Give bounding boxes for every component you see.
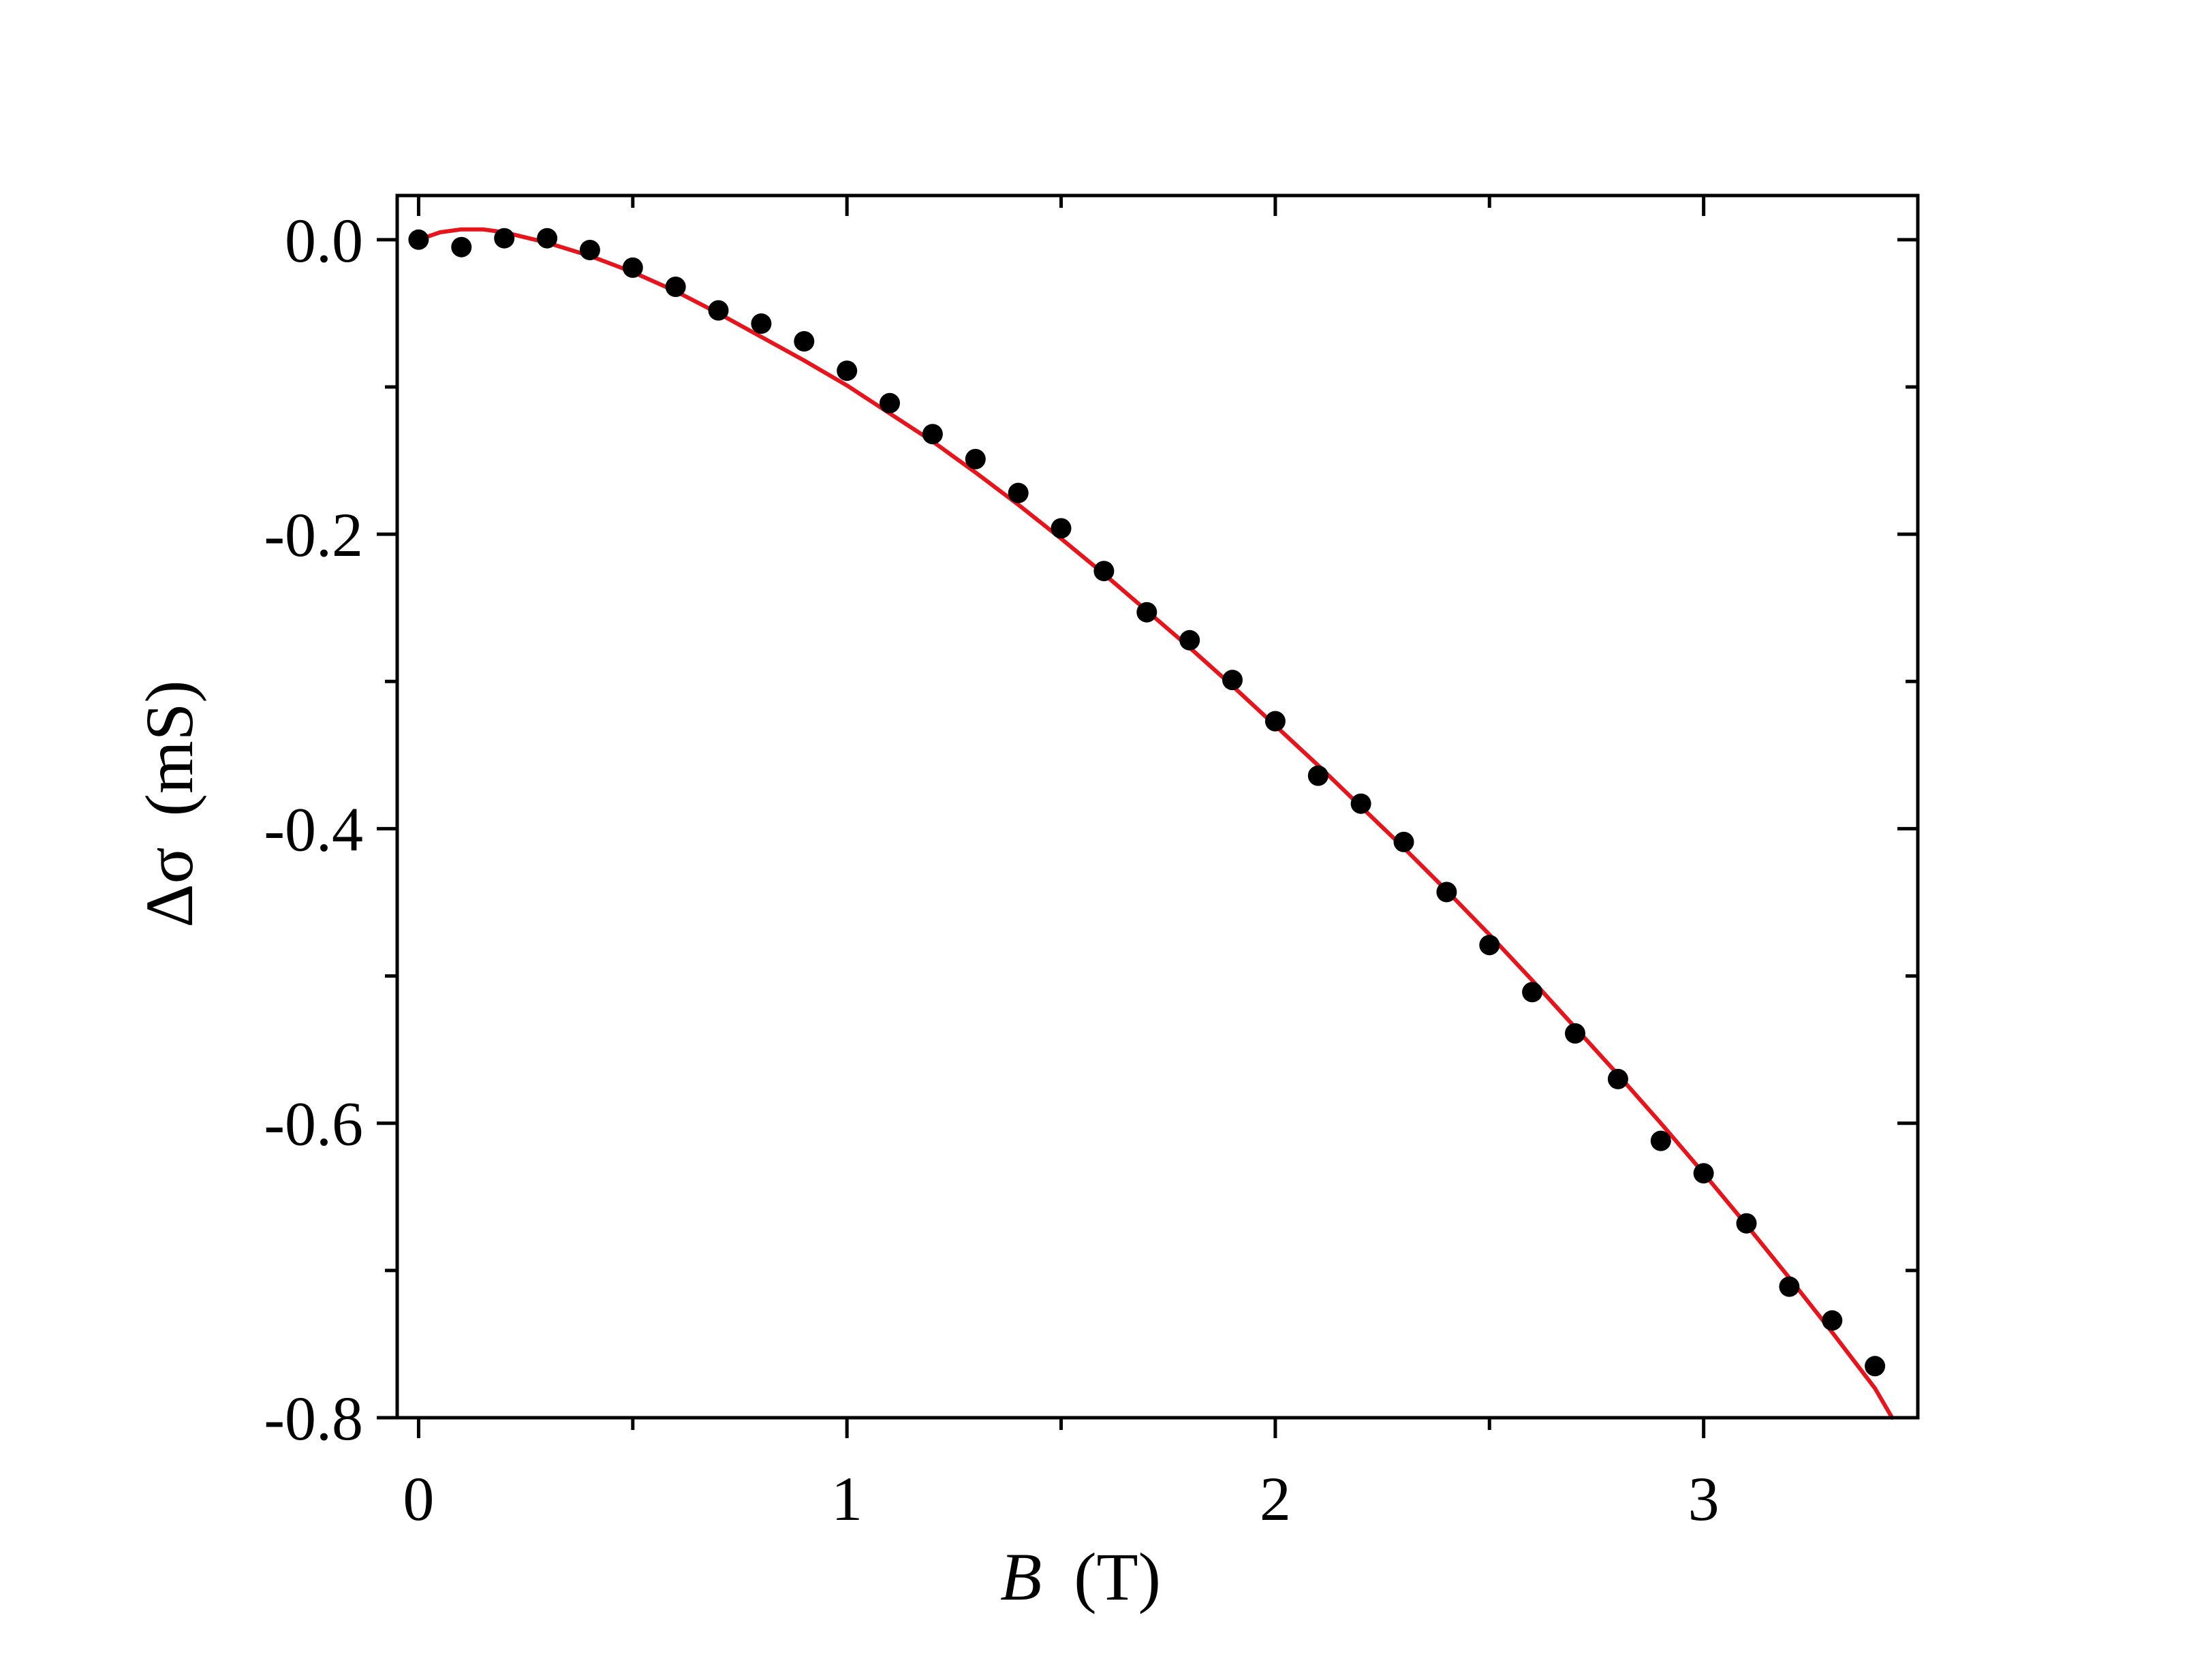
data-point xyxy=(751,313,772,334)
x-tick-label: 2 xyxy=(1260,1464,1291,1534)
data-point xyxy=(451,236,472,258)
data-point xyxy=(1264,711,1286,732)
data-point xyxy=(1779,1276,1800,1297)
y-tick-label: 0.0 xyxy=(285,206,363,275)
data-points-layer xyxy=(408,228,1886,1377)
data-point xyxy=(922,424,943,445)
data-point xyxy=(1479,935,1500,956)
data-point xyxy=(1179,629,1200,651)
x-tick-label: 3 xyxy=(1688,1464,1720,1534)
data-point xyxy=(1136,602,1157,623)
data-point xyxy=(1607,1068,1628,1089)
x-axis-unit: (T) xyxy=(1074,1539,1161,1615)
data-point xyxy=(579,240,600,260)
data-point xyxy=(1693,1163,1714,1184)
data-point xyxy=(665,277,686,297)
data-point xyxy=(1565,1023,1585,1044)
data-point xyxy=(1307,765,1328,786)
y-tick-label: -0.8 xyxy=(264,1384,363,1453)
y-axis-symbol: Δσ xyxy=(131,847,207,927)
data-point xyxy=(1051,518,1072,539)
data-point xyxy=(1008,482,1029,503)
data-point xyxy=(1650,1130,1671,1151)
axes-layer xyxy=(377,193,1920,1438)
data-point xyxy=(794,331,815,352)
plot-frame xyxy=(395,193,1920,1420)
x-tick-label: 1 xyxy=(831,1464,863,1534)
data-point xyxy=(1393,831,1414,852)
data-point xyxy=(1822,1310,1843,1331)
data-point xyxy=(1436,882,1457,903)
data-point xyxy=(880,392,900,414)
data-point xyxy=(965,448,986,469)
data-point xyxy=(1865,1356,1886,1377)
y-axis-unit: (mS) xyxy=(131,680,207,816)
tick-labels-layer: 0 1 2 3 0.0 -0.2 -0.4 -0.6 -0.8 xyxy=(264,206,1719,1534)
data-point xyxy=(408,229,429,250)
data-point xyxy=(1522,982,1543,1003)
data-point xyxy=(1736,1213,1757,1234)
x-axis-title: B (T) xyxy=(1000,1539,1161,1615)
data-point xyxy=(1350,793,1371,814)
data-point xyxy=(537,228,558,249)
y-tick-label: -0.4 xyxy=(264,794,363,864)
y-axis-title: Δσ (mS) xyxy=(131,680,207,927)
data-point xyxy=(494,228,515,249)
y-tick-label: -0.2 xyxy=(264,500,363,570)
data-point xyxy=(1093,561,1115,582)
data-point xyxy=(837,360,858,382)
fit-curve xyxy=(416,227,1895,1420)
x-axis-symbol: B xyxy=(1000,1539,1042,1615)
data-point xyxy=(708,300,729,321)
y-tick-label: -0.6 xyxy=(264,1089,363,1159)
data-point xyxy=(1222,670,1243,691)
x-tick-label: 0 xyxy=(403,1464,434,1534)
data-point xyxy=(622,257,643,278)
fit-curve-layer xyxy=(416,227,1895,1420)
